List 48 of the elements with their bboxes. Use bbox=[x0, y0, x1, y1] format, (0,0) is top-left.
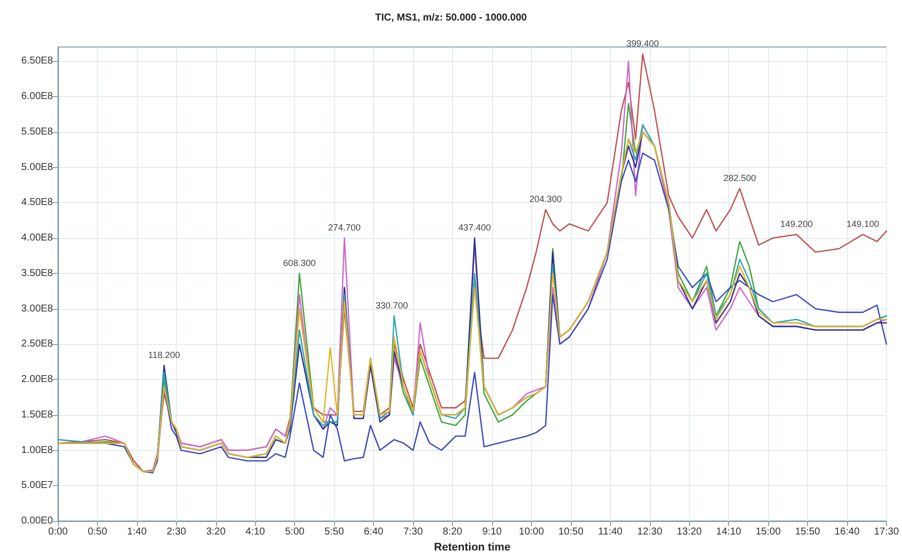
y-tick-label: 5.00E7 bbox=[21, 480, 54, 492]
x-tick-label: 0:50 bbox=[88, 526, 108, 538]
y-tick-label: 0.00E0 bbox=[21, 516, 54, 526]
x-tick-label: 10:50 bbox=[558, 526, 584, 538]
annotation: 149.100 bbox=[846, 218, 880, 229]
x-axis-title: Retention time bbox=[434, 541, 510, 554]
y-tick-label: 6.50E8 bbox=[21, 56, 54, 67]
y-tick-label: 5.00E8 bbox=[21, 162, 54, 173]
x-tick-label: 0:00 bbox=[48, 526, 68, 538]
x-tick-label: 17:30 bbox=[874, 526, 900, 538]
x-tick-label: 3:20 bbox=[206, 526, 226, 538]
x-tick-label: 15:00 bbox=[756, 526, 782, 538]
x-tick-label: 13:20 bbox=[676, 526, 702, 538]
x-tick-label: 8:20 bbox=[442, 526, 463, 538]
y-tick-label: 1.00E8 bbox=[21, 444, 54, 456]
annotation: 149.200 bbox=[780, 218, 813, 229]
y-tick-label: 4.00E8 bbox=[21, 232, 54, 244]
annotation: 330.700 bbox=[375, 300, 408, 310]
x-tick-label: 9:10 bbox=[482, 526, 502, 538]
chart-title: TIC, MS1, m/z: 50.000 - 1000.000 bbox=[375, 12, 528, 24]
annotation: 282.500 bbox=[723, 172, 756, 183]
y-tick-label: 5.50E8 bbox=[21, 126, 54, 138]
x-tick-label: 1:40 bbox=[127, 526, 148, 538]
x-tick-label: 12:30 bbox=[637, 526, 663, 538]
x-tick-label: 14:10 bbox=[716, 526, 742, 538]
x-tick-label: 5:00 bbox=[284, 526, 305, 538]
annotation: 204.300 bbox=[529, 194, 562, 204]
y-tick-label: 2.50E8 bbox=[21, 338, 54, 350]
y-tick-label: 3.00E8 bbox=[21, 303, 54, 314]
y-tick-label: 1.50E8 bbox=[21, 409, 54, 420]
x-tick-label: 11:40 bbox=[598, 526, 623, 538]
annotation: 437.400 bbox=[458, 222, 491, 233]
x-tick-label: 16:40 bbox=[834, 526, 860, 538]
x-tick-label: 2:30 bbox=[166, 526, 187, 538]
x-tick-label: 4:10 bbox=[246, 526, 266, 538]
x-tick-label: 6:40 bbox=[364, 526, 384, 538]
y-tick-label: 2.00E8 bbox=[21, 374, 54, 386]
annotation: 399.400 bbox=[626, 38, 659, 49]
x-tick-label: 10:00 bbox=[518, 526, 544, 538]
annotation: 118.200 bbox=[148, 350, 180, 360]
x-tick-label: 15:50 bbox=[795, 526, 821, 538]
y-tick-label: 3.50E8 bbox=[21, 268, 54, 279]
y-tick-label: 6.00E8 bbox=[21, 91, 54, 102]
x-tick-label: 5:50 bbox=[324, 526, 344, 538]
x-tick-label: 7:30 bbox=[403, 526, 424, 538]
y-tick-label: 4.50E8 bbox=[21, 197, 54, 208]
annotation: 608.300 bbox=[283, 258, 316, 268]
annotation: 274.700 bbox=[328, 222, 361, 233]
